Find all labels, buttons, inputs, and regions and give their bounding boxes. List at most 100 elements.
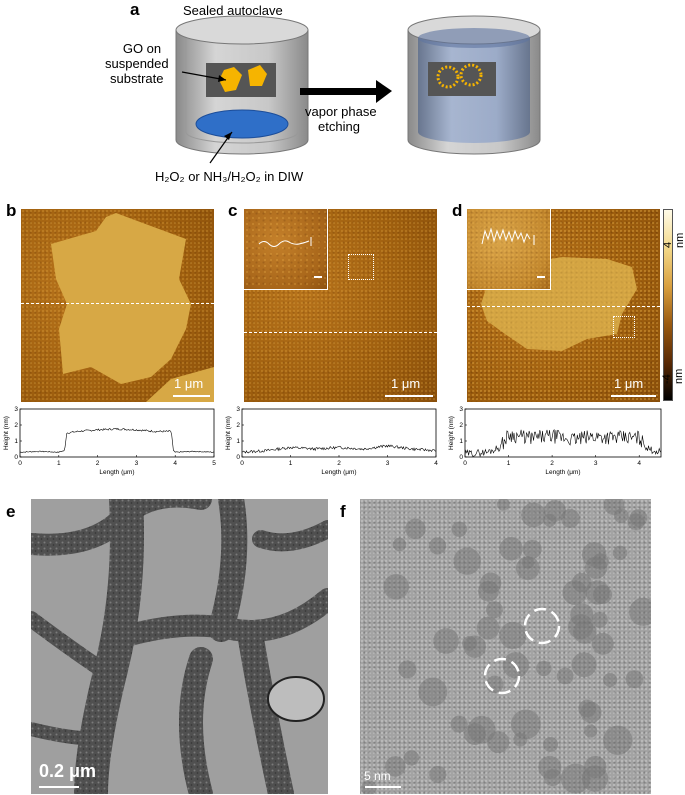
scale-label-c: 1 μm bbox=[391, 376, 421, 391]
nanoparticle-cluster bbox=[403, 750, 420, 766]
highlight-circle-1 bbox=[523, 607, 561, 645]
solution-label: H₂O₂ or NH₃/H₂O₂ in DIW bbox=[155, 169, 304, 184]
go-flake-afm bbox=[51, 213, 191, 384]
nanoparticle-cluster bbox=[584, 556, 608, 579]
scale-bar-d bbox=[611, 395, 656, 397]
go-label-1: GO on bbox=[122, 41, 162, 56]
go-label-2: suspended bbox=[105, 56, 169, 71]
nanoparticle-cluster bbox=[515, 556, 540, 581]
nanoparticle-cluster bbox=[385, 756, 406, 777]
nanoparticle-cluster bbox=[496, 499, 510, 511]
nanoparticle-cluster bbox=[499, 621, 527, 650]
nanoparticle-cluster bbox=[467, 715, 496, 744]
afm-image-d: 1 μm bbox=[467, 209, 660, 402]
nanoparticle-cluster bbox=[538, 755, 562, 779]
nanoparticle-cluster bbox=[571, 652, 597, 678]
x-axis-label: Length (μm) bbox=[99, 469, 134, 476]
nanoparticle-cluster bbox=[584, 724, 598, 738]
afm-image-c: 1 μm bbox=[244, 209, 437, 402]
nanoparticle-cluster bbox=[429, 765, 447, 784]
scale-bar-b bbox=[173, 395, 210, 397]
profile-frame bbox=[19, 408, 215, 458]
nanoparticle-cluster bbox=[578, 699, 597, 718]
nanoparticle-cluster bbox=[560, 763, 591, 794]
nanoparticle-cluster bbox=[629, 509, 648, 527]
y-tick-label: 0 bbox=[14, 454, 18, 461]
y-tick-label: 2 bbox=[236, 422, 240, 429]
y-tick-label: 2 bbox=[14, 422, 18, 429]
y-tick-label: 3 bbox=[236, 406, 240, 413]
nanoparticle-cluster bbox=[570, 603, 594, 627]
nanoparticle-cluster bbox=[464, 723, 486, 745]
y-tick-label: 2 bbox=[459, 422, 463, 429]
height-trace bbox=[464, 428, 662, 458]
height-trace bbox=[19, 427, 215, 453]
nanoparticle-cluster bbox=[560, 508, 580, 528]
x-tick-label: 1 bbox=[57, 460, 61, 467]
nanoparticle-cluster bbox=[478, 580, 499, 602]
nanoparticle-cluster bbox=[613, 508, 629, 523]
nanoparticle-cluster bbox=[543, 768, 562, 787]
x-tick-label: 2 bbox=[550, 460, 554, 467]
panel-label-f: f bbox=[340, 502, 346, 521]
x-tick-label: 3 bbox=[386, 460, 390, 467]
line-profile-c bbox=[244, 332, 437, 333]
x-tick-label: 5 bbox=[212, 460, 216, 467]
nanoparticle-cluster bbox=[462, 635, 477, 651]
x-tick-label: 0 bbox=[463, 460, 467, 467]
afm-image-b: 1 μm bbox=[21, 209, 214, 402]
nanoparticle-cluster bbox=[572, 620, 597, 644]
y-tick-label: 1 bbox=[459, 438, 463, 445]
panel-label-d: d bbox=[452, 201, 463, 220]
colorbar-label-bottom: -4 nm bbox=[661, 368, 685, 384]
nanoparticle-cluster bbox=[521, 556, 535, 569]
x-axis-label: Length (μm) bbox=[321, 469, 356, 476]
y-axis-label: Height (nm) bbox=[225, 416, 232, 450]
autoclave-left bbox=[175, 15, 309, 155]
height-trace bbox=[241, 444, 437, 454]
x-tick-label: 0 bbox=[240, 460, 244, 467]
nanoparticle-cluster bbox=[476, 616, 500, 640]
autoclave-right bbox=[407, 15, 541, 155]
nanoparticle-cluster bbox=[592, 553, 609, 570]
nanoparticle-cluster bbox=[581, 765, 609, 792]
x-tick-label: 4 bbox=[637, 460, 641, 467]
nanoparticle-cluster bbox=[513, 732, 528, 747]
tem-image-f: 5 nm bbox=[360, 499, 651, 794]
y-tick-label: 0 bbox=[459, 454, 463, 461]
scale-label-f: 5 nm bbox=[364, 769, 391, 783]
x-tick-label: 4 bbox=[434, 460, 438, 467]
etched-flake-1 bbox=[436, 65, 460, 89]
nanoparticle-cluster bbox=[571, 572, 592, 593]
x-tick-label: 2 bbox=[337, 460, 341, 467]
height-profile-d: 0 1 2 3 0 1 2 3 4 Length (μm) Height (nm) bbox=[448, 406, 662, 476]
panel-label-b: b bbox=[6, 201, 17, 220]
highlight-circle-2 bbox=[483, 657, 521, 695]
scale-label-d: 1 μm bbox=[614, 376, 644, 391]
nanoparticle-cluster bbox=[612, 545, 628, 561]
nanoparticle-cluster bbox=[451, 521, 468, 538]
nanoparticle-cluster bbox=[584, 755, 607, 779]
panel-label-c: c bbox=[228, 201, 238, 220]
scale-bar-e bbox=[39, 786, 79, 788]
zoom-box-c bbox=[348, 254, 374, 280]
go-label-3: substrate bbox=[110, 71, 164, 86]
arrow-label-1: vapor phase bbox=[305, 104, 377, 119]
nanoparticle-cluster bbox=[562, 580, 588, 605]
x-tick-label: 3 bbox=[135, 460, 139, 467]
x-tick-label: 1 bbox=[507, 460, 511, 467]
substrate bbox=[206, 63, 276, 97]
y-tick-label: 3 bbox=[14, 406, 18, 413]
nanoparticle-cluster bbox=[392, 537, 407, 552]
nanoparticle-cluster bbox=[568, 614, 594, 640]
nanoparticle-cluster bbox=[625, 670, 644, 689]
nanoparticle-cluster bbox=[629, 597, 651, 626]
profile-frame bbox=[464, 408, 662, 458]
x-tick-label: 1 bbox=[289, 460, 293, 467]
nanoparticle-cluster bbox=[433, 628, 459, 654]
height-profile-b: 0 1 2 3 0 1 2 3 4 5 Length (μm) Height (nm) bbox=[3, 406, 216, 476]
nanoparticle-cluster bbox=[544, 500, 567, 522]
y-tick-label: 0 bbox=[236, 454, 240, 461]
colorbar bbox=[663, 209, 673, 401]
nanoparticle-cluster bbox=[592, 584, 613, 605]
